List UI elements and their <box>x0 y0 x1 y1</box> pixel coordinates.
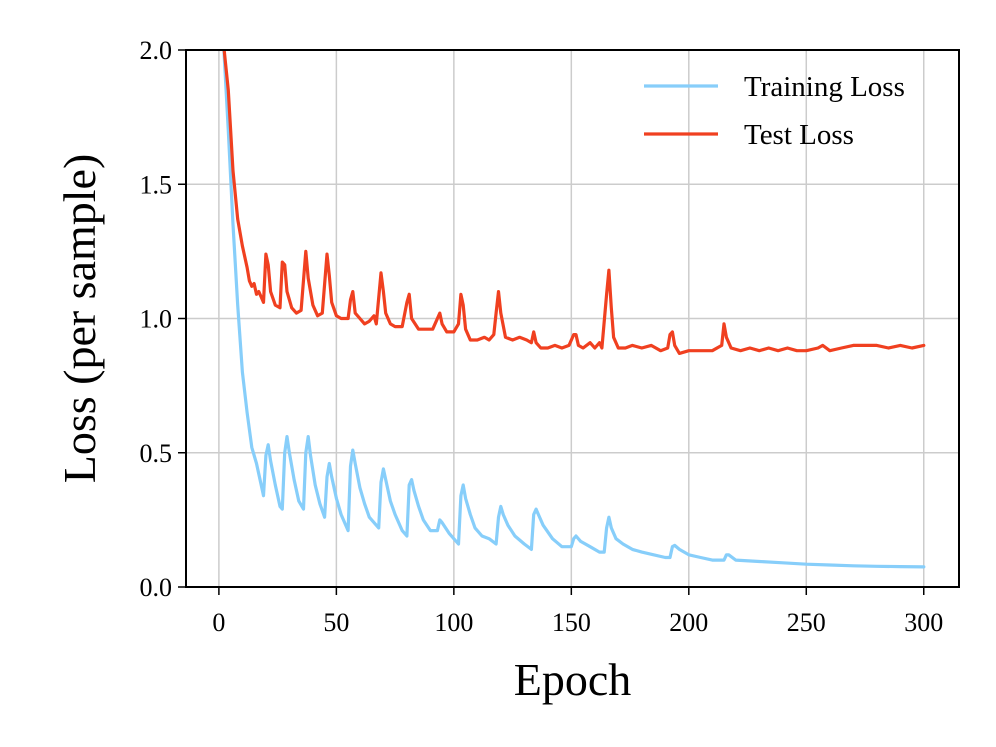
x-tick-label: 150 <box>552 608 591 637</box>
x-tick-label: 50 <box>323 608 349 637</box>
y-tick-label: 0.0 <box>140 573 173 602</box>
axis-ticks: 0 50 100 150 200 250 300 0.0 0.5 1.0 1.5 2.0 <box>140 36 944 637</box>
legend-label: Training Loss <box>744 71 905 103</box>
y-tick-label: 2.0 <box>140 36 173 65</box>
grid <box>186 50 959 587</box>
x-tick-label: 300 <box>904 608 943 637</box>
y-tick-label: 1.0 <box>140 305 173 334</box>
x-tick-label: 100 <box>434 608 473 637</box>
series-line-training-loss <box>222 50 926 569</box>
series-line-test-loss <box>222 50 926 355</box>
x-tick-label: 250 <box>787 608 826 637</box>
y-tick-label: 0.5 <box>140 439 173 468</box>
x-axis-label: Epoch <box>514 654 632 705</box>
y-tick-label: 1.5 <box>140 170 173 199</box>
legend: Training Loss Test Loss <box>644 71 905 151</box>
x-tick-label: 0 <box>212 608 225 637</box>
legend-label: Test Loss <box>744 119 854 151</box>
y-axis-label: Loss (per sample) <box>54 154 105 484</box>
series-lines <box>222 50 926 569</box>
x-tick-label: 200 <box>669 608 708 637</box>
